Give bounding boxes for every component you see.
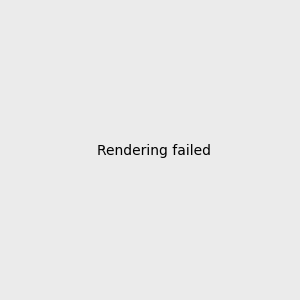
Text: Rendering failed: Rendering failed <box>97 145 211 158</box>
